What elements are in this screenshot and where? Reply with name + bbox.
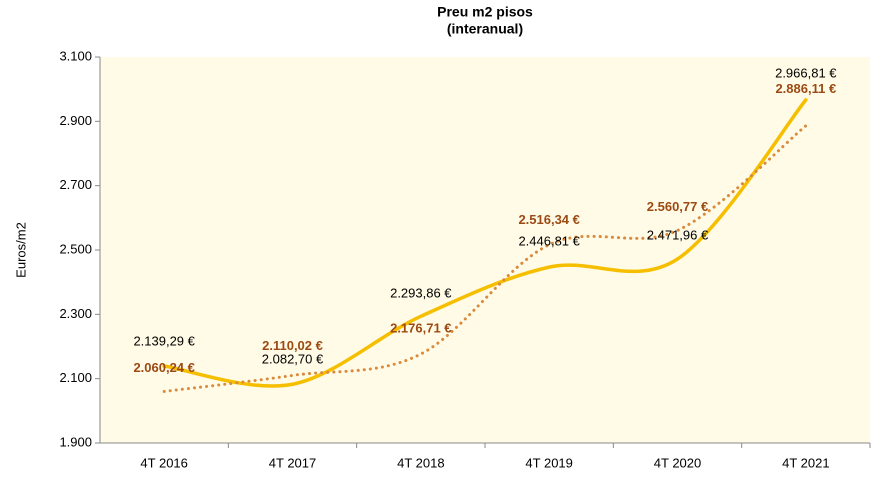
data-label: 2.966,81 € — [775, 65, 837, 80]
data-label: 2.139,29 € — [133, 333, 195, 348]
y-axis-label: Euros/m2 — [13, 222, 28, 278]
data-label: 2.516,34 € — [518, 212, 579, 227]
data-label: 2.560,77 € — [647, 199, 708, 214]
data-label: 2.110,02 € — [262, 338, 323, 353]
y-tick-label: 2.100 — [59, 370, 92, 385]
y-tick-label: 2.900 — [59, 113, 92, 128]
y-tick-label: 2.700 — [59, 177, 92, 192]
data-label: 2.293,86 € — [390, 286, 452, 301]
x-tick-label: 4T 2021 — [782, 455, 829, 470]
y-tick-label: 1.900 — [59, 434, 92, 449]
y-tick-label: 2.300 — [59, 306, 92, 321]
series-line — [162, 98, 808, 388]
x-tick-label: 4T 2019 — [525, 455, 572, 470]
y-tick-label: 3.100 — [59, 48, 92, 63]
data-label: 2.176,71 € — [390, 320, 451, 335]
data-label: 2.060,24 € — [133, 360, 194, 375]
series-line — [162, 124, 808, 393]
x-tick-label: 4T 2020 — [654, 455, 701, 470]
x-tick-label: 4T 2018 — [397, 455, 444, 470]
data-label: 2.886,11 € — [775, 81, 836, 96]
x-tick-label: 4T 2017 — [269, 455, 316, 470]
chart-title: Preu m2 pisos — [437, 4, 533, 20]
data-label: 2.082,70 € — [262, 352, 324, 367]
x-tick-label: 4T 2016 — [140, 455, 187, 470]
data-label: 2.471,96 € — [647, 227, 709, 242]
plot-area — [100, 57, 870, 443]
chart-subtitle: (interanual) — [447, 21, 523, 37]
y-tick-label: 2.500 — [59, 241, 92, 256]
data-label: 2.446,81 € — [518, 234, 580, 249]
